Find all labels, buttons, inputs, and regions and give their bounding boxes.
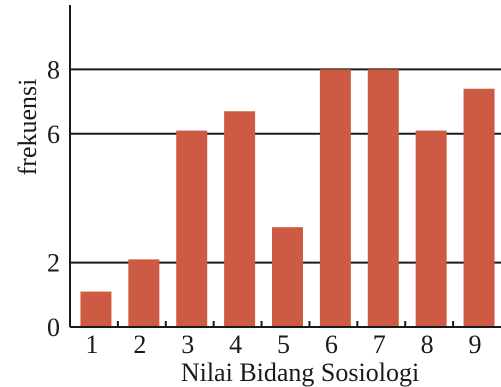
y-tick-label: 6 (47, 120, 60, 149)
bar (80, 291, 112, 327)
y-tick-label: 0 (47, 313, 60, 342)
x-tick-label: 9 (469, 330, 482, 359)
ticks (116, 321, 455, 327)
bar (224, 111, 256, 327)
x-tick-label: 7 (373, 330, 386, 359)
x-tick-label: 1 (85, 330, 98, 359)
x-axis-label: Nilai Bidang Sosiologi (181, 358, 419, 387)
tick-labels: 0 2 6 8 1 2 3 4 5 6 7 8 9 (47, 55, 482, 359)
x-tick-label: 4 (229, 330, 242, 359)
bars (80, 69, 495, 328)
x-tick-label: 3 (181, 330, 194, 359)
y-tick-label: 8 (47, 55, 60, 84)
bar (319, 69, 351, 328)
x-tick-label: 2 (133, 330, 146, 359)
y-tick-label: 2 (47, 249, 60, 278)
bar (367, 69, 399, 328)
x-tick-label: 6 (325, 330, 338, 359)
x-tick-label: 5 (277, 330, 290, 359)
bar (272, 227, 303, 327)
bar (128, 259, 160, 327)
bar (415, 130, 447, 327)
bar (176, 130, 208, 327)
axes (69, 5, 501, 328)
x-tick-label: 8 (421, 330, 434, 359)
y-axis-label: frekuensi (13, 79, 42, 176)
bar (463, 88, 495, 327)
